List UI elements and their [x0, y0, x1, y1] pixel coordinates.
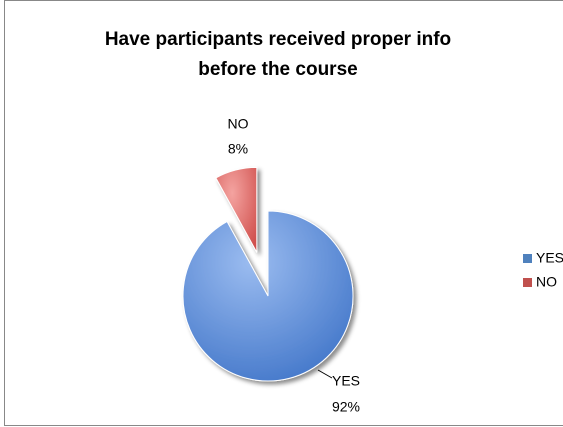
- legend-swatch: [523, 278, 532, 287]
- chart-title: before the course: [198, 59, 357, 80]
- leader-line: [317, 369, 333, 379]
- legend-label: NO: [536, 274, 557, 290]
- data-label-value: 8%: [228, 141, 248, 157]
- data-label-value: 92%: [332, 399, 360, 415]
- data-label-category: NO: [228, 116, 249, 132]
- chart-title: Have participants received proper info: [105, 29, 451, 50]
- data-label-category: YES: [332, 373, 360, 389]
- legend-label: YES: [536, 250, 563, 266]
- pie-slice: [215, 166, 258, 253]
- legend-swatch: [523, 254, 532, 263]
- pie-slice: [182, 210, 354, 382]
